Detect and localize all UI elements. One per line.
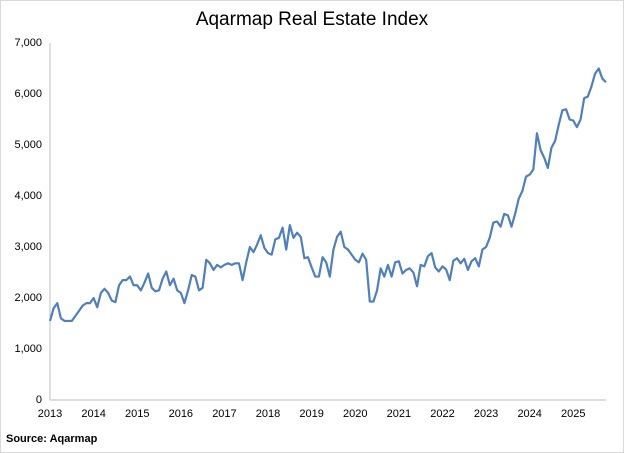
- y-tick-label: 5,000: [14, 139, 42, 151]
- y-tick-label: 3,000: [14, 241, 42, 253]
- y-tick-label: 7,000: [14, 37, 42, 49]
- x-tick-label: 2022: [430, 408, 454, 420]
- x-tick-label: 2021: [387, 408, 411, 420]
- x-tick-label: 2023: [474, 408, 498, 420]
- x-tick-label: 2020: [343, 408, 367, 420]
- source-note: Source: Aqarmap: [6, 433, 98, 445]
- y-tick-label: 6,000: [14, 88, 42, 100]
- y-tick-label: 2,000: [14, 292, 42, 304]
- x-tick-label: 2017: [212, 408, 236, 420]
- x-tick-label: 2019: [299, 408, 323, 420]
- y-tick-label: 0: [36, 394, 42, 406]
- x-tick-label: 2015: [125, 408, 149, 420]
- x-tick-label: 2013: [38, 408, 62, 420]
- data-line: [48, 67, 607, 323]
- x-tick-label: 2024: [517, 408, 541, 420]
- x-tick-label: 2016: [169, 408, 193, 420]
- chart-title: Aqarmap Real Estate Index: [196, 9, 429, 30]
- x-tick-label: 2018: [256, 408, 280, 420]
- x-tick-label: 2025: [561, 408, 585, 420]
- y-tick-label: 1,000: [14, 343, 42, 355]
- y-tick-label: 4,000: [14, 190, 42, 202]
- x-tick-label: 2014: [81, 408, 105, 420]
